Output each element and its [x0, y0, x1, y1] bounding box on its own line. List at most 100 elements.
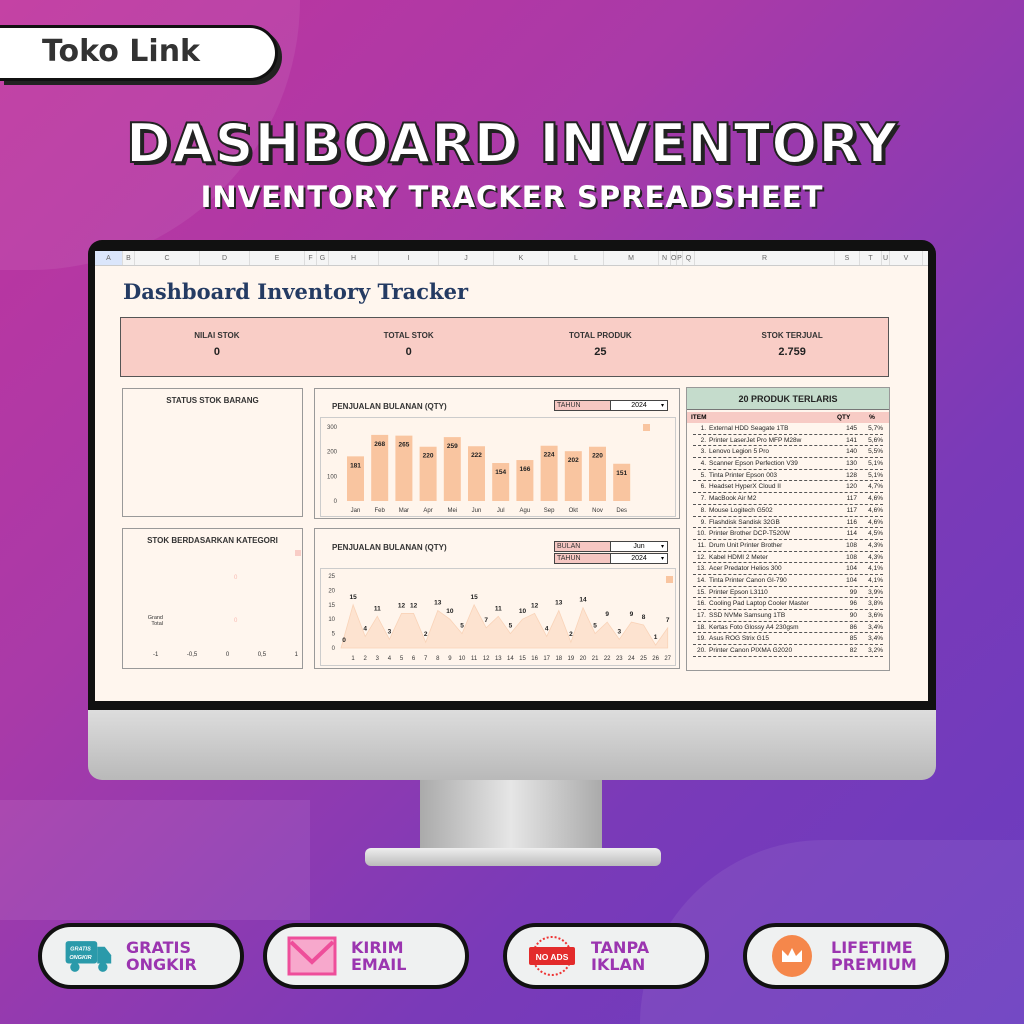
column-header[interactable]: K — [494, 251, 549, 265]
column-header[interactable]: J — [439, 251, 494, 265]
badge-line: PREMIUM — [831, 955, 917, 974]
qty: 128 — [846, 471, 857, 479]
month-dropdown[interactable]: Jun — [611, 542, 667, 552]
svg-text:ONGKIR: ONGKIR — [69, 955, 91, 961]
rank: 15. — [696, 588, 706, 596]
column-header[interactable]: Q — [683, 251, 695, 265]
column-header[interactable]: G — [317, 251, 329, 265]
kpi-label: TOTAL STOK — [383, 331, 434, 340]
item-name: External HDD Seagate 1TB — [709, 425, 789, 432]
item-name: Lenovo Legion 5 Pro — [709, 448, 769, 456]
column-header[interactable]: V — [890, 251, 923, 265]
x-tick-label: Jun — [472, 508, 482, 514]
kpi-band: NILAI STOK 0 TOTAL STOK 0 TOTAL PRODUK 25 STOK… — [120, 317, 889, 377]
badge-text: KIRIM EMAIL — [351, 939, 406, 973]
column-header[interactable]: A — [95, 251, 123, 265]
table-row: 6. Headset HyperX Cloud II 120 4,7% — [693, 481, 883, 494]
x-tick-label: Okt — [569, 508, 579, 514]
column-header[interactable]: P — [677, 251, 683, 265]
x-tick-label: 16 — [531, 656, 538, 662]
year-filter[interactable]: TAHUN 2024 — [554, 400, 668, 411]
rank: 9. — [700, 518, 706, 526]
x-tick-label: 22 — [604, 656, 611, 662]
percent: 3,6% — [868, 612, 883, 619]
percent: 4,3% — [868, 553, 883, 561]
column-header[interactable]: N — [659, 251, 671, 265]
kpi-card: TOTAL PRODUK 25 — [505, 318, 697, 376]
x-tick-label: 13 — [495, 656, 502, 662]
tick-label: -1 — [153, 652, 159, 658]
data-label: 3 — [388, 628, 392, 635]
area-series — [340, 603, 669, 649]
bar — [371, 434, 389, 501]
bar — [516, 460, 534, 501]
x-tick-label: 24 — [628, 656, 635, 662]
column-header[interactable]: D — [200, 251, 250, 265]
x-tick-label: 1 — [351, 656, 355, 662]
qty: 86 — [849, 623, 857, 631]
item-name: Mouse Logitech G502 — [709, 506, 773, 514]
qty: 117 — [846, 506, 857, 514]
qty: 117 — [846, 495, 857, 503]
column-header[interactable]: E — [250, 251, 305, 265]
legend-swatch — [643, 424, 650, 431]
column-header[interactable]: U — [882, 251, 890, 265]
item-name: Printer Canon PIXMA G2020 — [709, 647, 793, 655]
qty: 108 — [846, 541, 857, 549]
category-label: Grand Total — [147, 615, 163, 627]
item-name: Printer Brother DCP-T520W — [709, 530, 790, 538]
column-header[interactable]: O — [671, 251, 677, 265]
y-tick-label: 5 — [332, 632, 336, 638]
data-label: 11 — [374, 605, 381, 612]
item-name: Kertas Foto Glossy A4 230gsm — [709, 623, 799, 631]
column-header[interactable]: C — [135, 251, 200, 265]
data-label: 0 — [234, 575, 238, 581]
table-row: 16. Cooling Pad Laptop Cooler Master 96 3,8… — [693, 598, 883, 610]
bar — [613, 463, 631, 501]
x-axis-ticks: -1 -0,5 0 0,5 1 — [153, 652, 298, 658]
column-header[interactable]: F — [305, 251, 317, 265]
data-label: 151 — [616, 470, 627, 477]
qty: 116 — [846, 518, 857, 526]
badge-text: TANPA IKLAN — [591, 939, 649, 973]
data-label: 7 — [666, 617, 670, 624]
item-name: Flashdisk Sandisk 32GB — [709, 518, 780, 526]
column-header[interactable]: T — [860, 251, 882, 265]
percent: 4,1% — [868, 565, 883, 573]
column-header[interactable]: S — [835, 251, 860, 265]
percent: 4,6% — [868, 495, 883, 503]
column-header[interactable]: L — [549, 251, 604, 265]
data-label: 166 — [519, 466, 530, 473]
data-label: 4 — [363, 625, 367, 632]
year-filter[interactable]: TAHUN 2024 — [554, 553, 668, 564]
x-tick-label: 7 — [424, 656, 428, 662]
year-dropdown[interactable]: 2024 — [611, 401, 667, 411]
status-stok-panel: STATUS STOK BARANG — [122, 388, 303, 517]
column-header[interactable]: M — [604, 251, 659, 265]
table-row: 14. Tinta Printer Canon GI-790 104 4,1% — [693, 575, 883, 587]
column-header[interactable]: H — [329, 251, 379, 265]
data-label: 265 — [398, 442, 409, 449]
data-label: 5 — [593, 623, 597, 630]
column-header[interactable]: I — [379, 251, 439, 265]
column-header[interactable]: R — [695, 251, 835, 265]
column-header[interactable]: B — [123, 251, 135, 265]
kpi-value: 2.759 — [778, 346, 806, 358]
panel-title: STOK BERDASARKAN KATEGORI — [147, 536, 278, 545]
item-name: Kabel HDMI 2 Meter — [709, 553, 768, 561]
qty: 130 — [846, 460, 857, 468]
rank: 12. — [696, 553, 706, 561]
year-dropdown[interactable]: 2024 — [611, 554, 667, 564]
rank: 14. — [696, 576, 706, 584]
x-tick-label: Mar — [399, 508, 409, 514]
table-row: 19. Asus ROG Strix G15 85 3,4% — [693, 633, 883, 646]
data-label: 8 — [642, 614, 646, 621]
month-filter[interactable]: BULAN Jun — [554, 541, 668, 552]
data-label: 15 — [470, 594, 478, 601]
y-tick-label: 300 — [327, 425, 338, 431]
bar — [419, 446, 437, 501]
no-ads-icon: NO ADS — [525, 934, 579, 978]
tick-label: -0,5 — [186, 652, 198, 658]
percent: 4,5% — [868, 530, 883, 538]
badge-line: KIRIM — [351, 938, 404, 957]
